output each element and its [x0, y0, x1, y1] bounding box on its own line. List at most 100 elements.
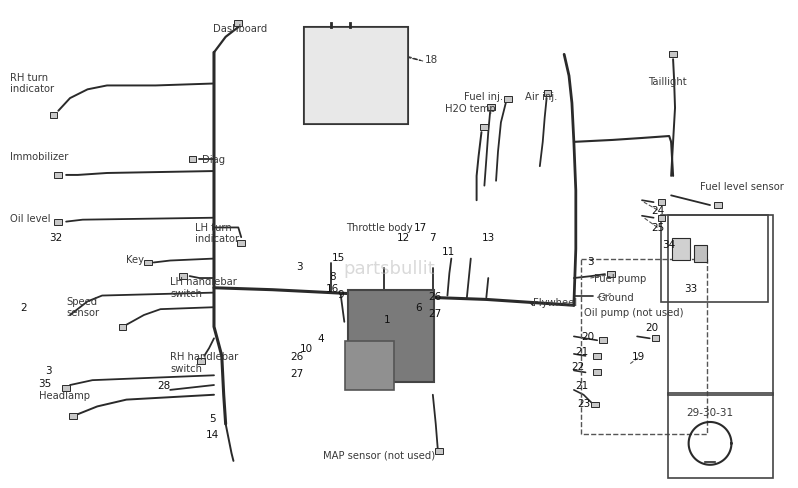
- Bar: [658, 215, 666, 221]
- Bar: [594, 353, 601, 359]
- Bar: [346, 342, 394, 390]
- Bar: [480, 125, 488, 131]
- Text: Key: Key: [126, 254, 144, 264]
- Text: Flywheel: Flywheel: [533, 298, 577, 308]
- Text: 27: 27: [290, 368, 303, 379]
- Text: Fuel inj.: Fuel inj.: [464, 92, 503, 102]
- Text: switch: switch: [170, 288, 202, 298]
- Text: indicator: indicator: [10, 84, 53, 94]
- Bar: [599, 338, 607, 344]
- Bar: [658, 200, 666, 205]
- Text: 13: 13: [482, 233, 495, 243]
- Text: 3: 3: [45, 366, 52, 376]
- Text: Dashboard: Dashboard: [213, 24, 267, 34]
- Text: 35: 35: [38, 378, 51, 388]
- Text: Diag: Diag: [203, 155, 226, 165]
- Bar: [235, 21, 242, 27]
- Text: 27: 27: [429, 308, 441, 318]
- Text: 6: 6: [415, 303, 421, 313]
- Text: Ground: Ground: [597, 293, 634, 303]
- Bar: [144, 260, 152, 266]
- Text: LH handlebar: LH handlebar: [170, 277, 237, 286]
- Bar: [662, 215, 768, 303]
- Text: 20: 20: [581, 332, 594, 342]
- Text: 21: 21: [575, 380, 588, 390]
- Text: RH turn: RH turn: [10, 73, 48, 82]
- Text: 26: 26: [290, 351, 303, 361]
- Text: Immobilizer: Immobilizer: [10, 152, 68, 162]
- Bar: [668, 393, 773, 478]
- Text: 23: 23: [577, 398, 591, 407]
- Text: 4: 4: [318, 334, 324, 344]
- Bar: [179, 274, 187, 280]
- Text: 8: 8: [330, 271, 336, 282]
- Text: RH handlebar: RH handlebar: [170, 351, 239, 361]
- Text: Air inj.: Air inj.: [524, 92, 557, 102]
- Bar: [54, 219, 62, 225]
- Bar: [504, 97, 512, 103]
- Text: 19: 19: [631, 351, 645, 361]
- Text: 33: 33: [684, 283, 697, 293]
- Text: 2: 2: [20, 303, 26, 313]
- Text: 29-30-31: 29-30-31: [686, 407, 733, 417]
- Bar: [69, 413, 77, 419]
- Bar: [591, 402, 599, 407]
- Bar: [607, 272, 614, 278]
- Text: 24: 24: [651, 205, 664, 216]
- Bar: [488, 105, 495, 111]
- Text: Oil pump (not used): Oil pump (not used): [583, 307, 683, 317]
- Text: Throttle body: Throttle body: [346, 222, 413, 232]
- Text: 32: 32: [49, 233, 62, 243]
- Bar: [348, 290, 434, 382]
- Text: 15: 15: [332, 252, 345, 262]
- Text: 12: 12: [397, 233, 410, 243]
- Text: LH turn: LH turn: [195, 222, 231, 232]
- Bar: [670, 52, 677, 58]
- Text: H2O temp: H2O temp: [445, 104, 496, 114]
- Text: 21: 21: [575, 346, 588, 356]
- Text: Headlamp: Headlamp: [39, 390, 90, 400]
- Bar: [188, 157, 196, 163]
- Text: 10: 10: [300, 344, 313, 353]
- Text: 28: 28: [156, 380, 170, 390]
- Text: switch: switch: [170, 363, 202, 373]
- Bar: [54, 173, 62, 179]
- Bar: [62, 385, 70, 391]
- Bar: [672, 239, 689, 260]
- Text: Speed: Speed: [66, 296, 97, 306]
- Text: 25: 25: [651, 223, 664, 233]
- Text: partsbullit: partsbullit: [343, 260, 435, 278]
- Text: indicator: indicator: [195, 234, 239, 244]
- Text: 14: 14: [205, 429, 219, 439]
- Bar: [693, 245, 707, 263]
- Bar: [237, 241, 245, 246]
- Bar: [305, 28, 408, 125]
- Bar: [435, 448, 443, 454]
- Bar: [714, 203, 721, 208]
- Bar: [581, 259, 707, 434]
- Text: Oil level: Oil level: [10, 213, 50, 224]
- Bar: [543, 91, 551, 97]
- Text: 34: 34: [662, 240, 676, 249]
- Text: 3: 3: [296, 262, 303, 272]
- Text: 20: 20: [645, 322, 658, 332]
- Text: 18: 18: [425, 55, 438, 65]
- Text: Fuel level sensor: Fuel level sensor: [701, 181, 784, 191]
- Text: 11: 11: [442, 246, 455, 256]
- Text: MAP sensor (not used): MAP sensor (not used): [323, 449, 436, 459]
- Text: 22: 22: [571, 361, 584, 371]
- Text: 5: 5: [209, 413, 215, 423]
- Bar: [594, 370, 601, 376]
- Text: 17: 17: [413, 223, 427, 233]
- Bar: [119, 324, 126, 330]
- Text: 26: 26: [429, 291, 441, 301]
- Bar: [49, 112, 57, 118]
- Text: 1: 1: [384, 314, 390, 324]
- Bar: [305, 28, 408, 125]
- Bar: [668, 215, 773, 395]
- Text: 9: 9: [337, 289, 344, 299]
- Text: 3: 3: [587, 256, 594, 266]
- Text: Taillight: Taillight: [648, 77, 686, 86]
- Bar: [197, 358, 205, 364]
- Text: Fuel pump: Fuel pump: [595, 273, 646, 284]
